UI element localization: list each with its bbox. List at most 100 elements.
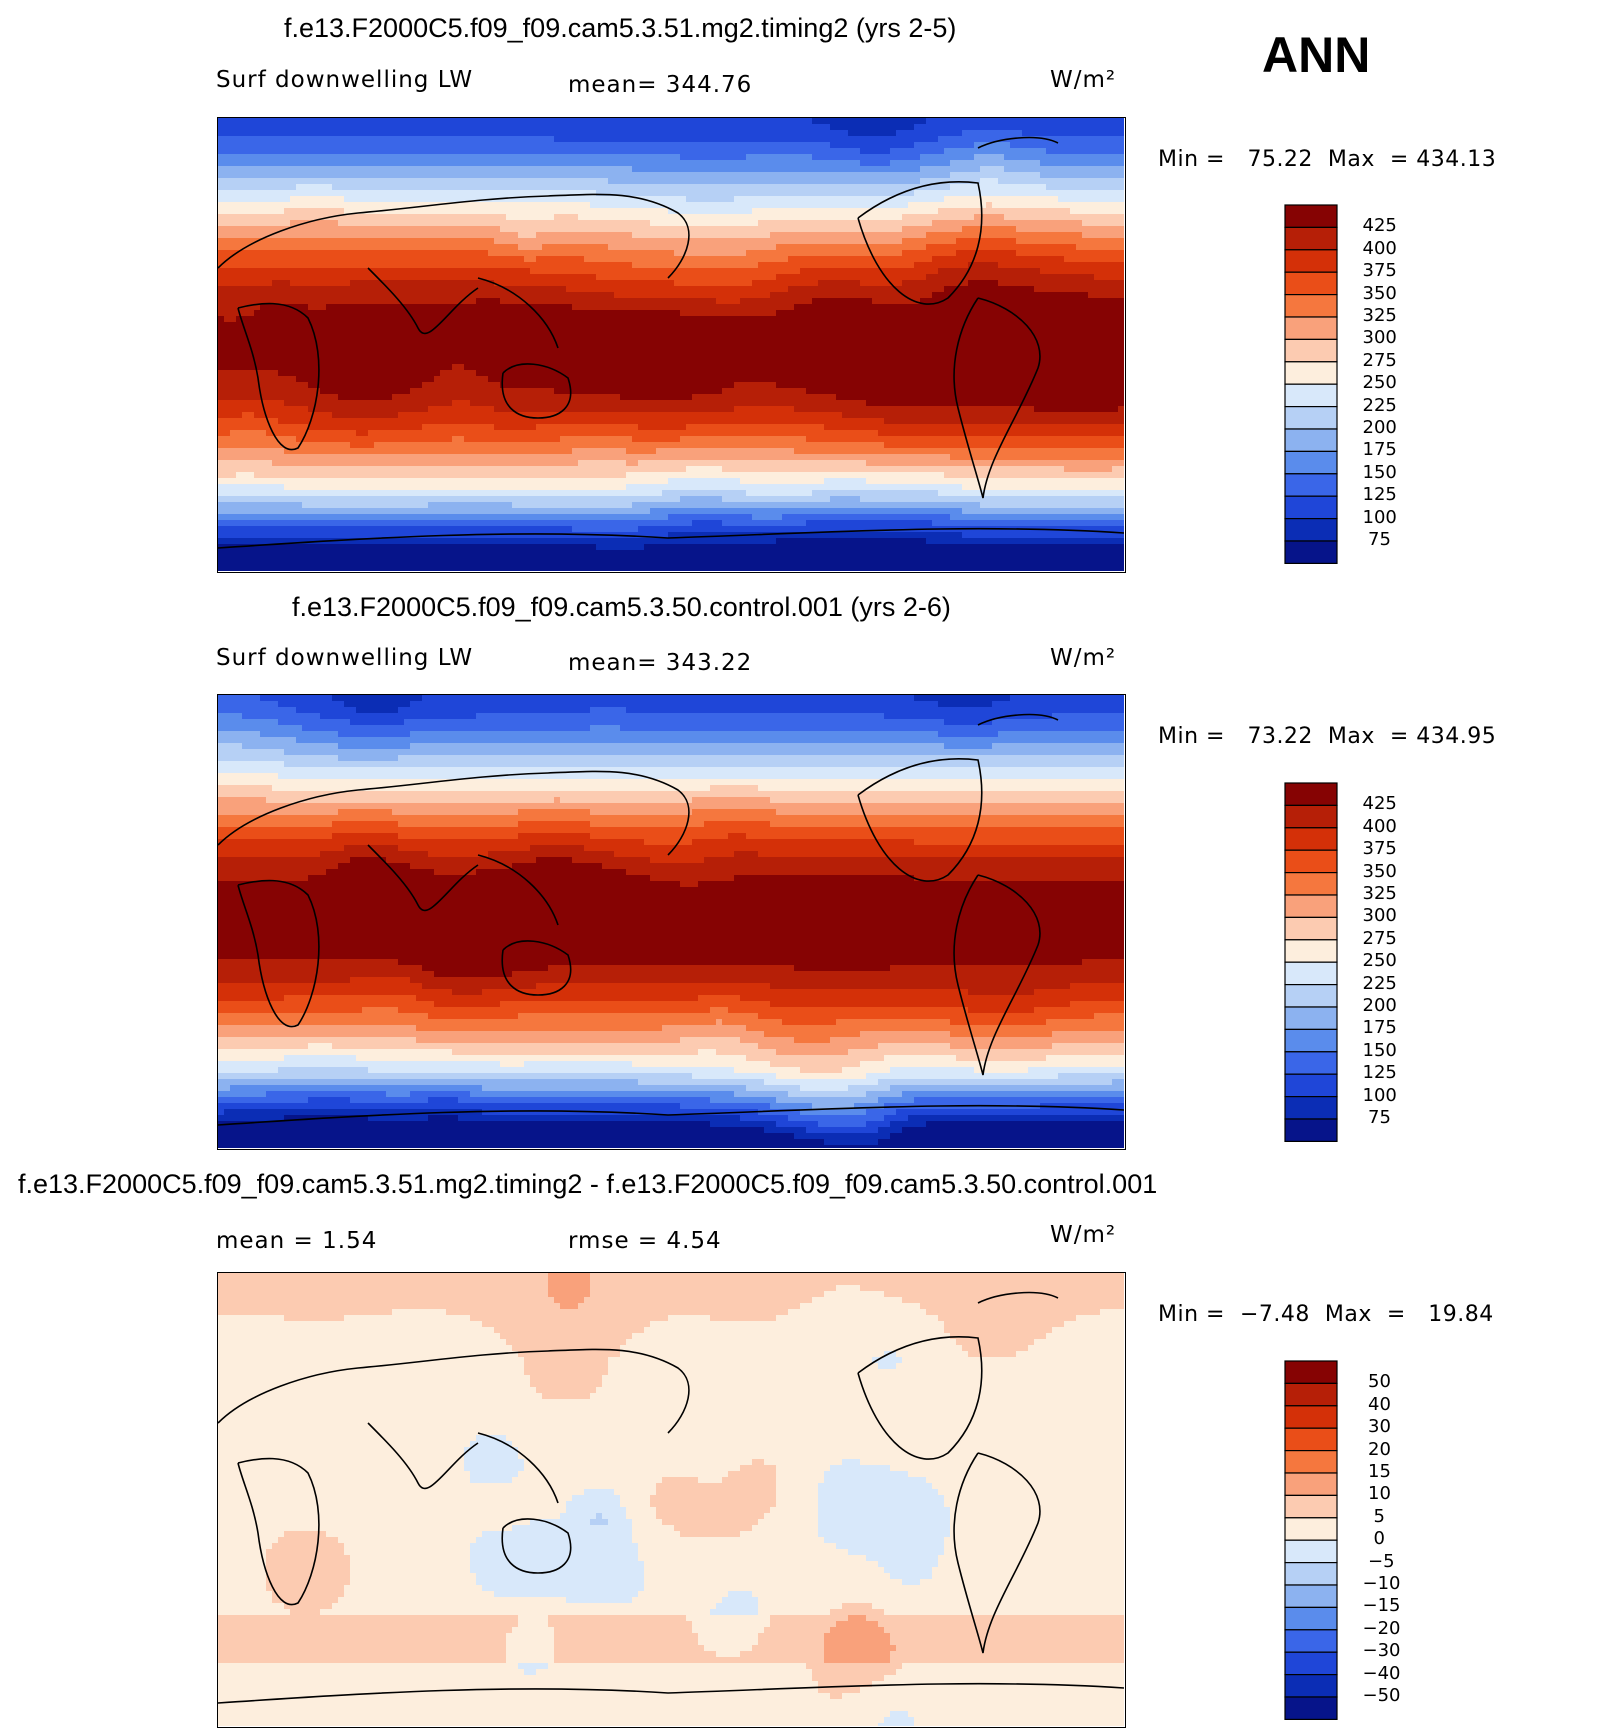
colorbar-swatch — [1284, 1427, 1338, 1452]
panel-1-minmax: Min = 75.22 Max = 434.13 — [1158, 147, 1496, 172]
coastline — [218, 1682, 1124, 1704]
colorbar-tick-label: 20 — [1368, 1439, 1391, 1460]
colorbar-tick-label: −15 — [1363, 1595, 1401, 1616]
coastline — [977, 713, 1059, 726]
colorbar-swatch — [1284, 338, 1338, 363]
colorbar-tick-label: 275 — [1363, 350, 1397, 371]
colorbar-swatch — [1284, 1562, 1338, 1586]
colorbar-swatch — [1284, 518, 1338, 542]
colorbar-tick-label: 40 — [1368, 1394, 1391, 1415]
panel-2-variable-label: Surf downwelling LW — [216, 645, 473, 671]
coastline — [237, 302, 320, 451]
coastline — [237, 879, 320, 1028]
colorbar-swatch — [1284, 1073, 1338, 1098]
panel-2-title: f.e13.F2000C5.f09_f09.cam5.3.50.control.… — [292, 592, 951, 623]
panel-3-rmse-label: rmse = 4.54 — [568, 1228, 722, 1254]
colorbar-swatch — [1284, 916, 1338, 941]
panel-2-map — [217, 694, 1126, 1150]
colorbar-tick-label: 100 — [1363, 507, 1397, 528]
coastline — [501, 363, 572, 419]
colorbar-tick-label: 150 — [1363, 462, 1397, 483]
colorbar-tick-label: 50 — [1368, 1371, 1391, 1392]
colorbar-tick-label: 250 — [1363, 372, 1397, 393]
panel-1-mean-label: mean= 344.76 — [568, 72, 752, 98]
colorbar-tick-label: 75 — [1368, 1107, 1391, 1128]
colorbar-tick-label: 0 — [1374, 1528, 1385, 1549]
coastline — [857, 180, 983, 305]
coastline — [367, 267, 479, 335]
colorbar-tick-label: −40 — [1363, 1663, 1401, 1684]
colorbar-tick-label: 350 — [1363, 861, 1397, 882]
colorbar-tick-label: −5 — [1368, 1551, 1395, 1572]
colorbar-swatch — [1284, 1674, 1338, 1698]
panel-3-units: W/m² — [1050, 1222, 1116, 1248]
colorbar-tick-label: −20 — [1363, 1618, 1401, 1639]
colorbar-tick-label: 75 — [1368, 529, 1391, 550]
colorbar-swatch — [1284, 1472, 1338, 1496]
colorbar-tick-label: −30 — [1363, 1640, 1401, 1661]
colorbar-tick-label: 5 — [1374, 1506, 1385, 1527]
coastline — [218, 1104, 1124, 1126]
colorbar-tick-label: 15 — [1368, 1461, 1391, 1482]
coastline — [218, 1348, 690, 1434]
colorbar-swatch — [1284, 450, 1338, 475]
colorbar-swatch — [1284, 1651, 1338, 1676]
panel-1-units: W/m² — [1050, 67, 1116, 93]
colorbar-swatch — [1284, 1696, 1338, 1720]
coastline — [953, 874, 1041, 1076]
colorbar-swatch — [1284, 495, 1338, 520]
colorbar-tick-label: 200 — [1363, 995, 1397, 1016]
colorbar-tick-label: 350 — [1363, 283, 1397, 304]
colorbar-swatch — [1284, 428, 1338, 452]
colorbar-tick-label: 400 — [1363, 816, 1397, 837]
colorbar-swatch — [1284, 1449, 1338, 1474]
coastline — [218, 770, 690, 856]
colorbar-tick-label: 100 — [1363, 1085, 1397, 1106]
panel-3-mean-label: mean = 1.54 — [216, 1228, 377, 1254]
colorbar-swatch — [1284, 271, 1338, 296]
coastline — [218, 193, 690, 279]
panel-1-map — [217, 117, 1126, 573]
colorbar-swatch — [1284, 827, 1338, 851]
colorbar-swatch — [1284, 961, 1338, 986]
colorbar-tick-label: 425 — [1363, 793, 1397, 814]
colorbar-tick-label: 125 — [1363, 484, 1397, 505]
panel-2-minmax: Min = 73.22 Max = 434.95 — [1158, 724, 1496, 749]
colorbar-swatch — [1284, 361, 1338, 385]
colorbar-tick-label: 225 — [1363, 973, 1397, 994]
colorbar-swatch — [1284, 1629, 1338, 1653]
colorbar-tick-label: −50 — [1363, 1685, 1401, 1706]
colorbar-tick-label: 300 — [1363, 905, 1397, 926]
coastline — [501, 940, 572, 996]
colorbar-tick-label: 125 — [1363, 1062, 1397, 1083]
colorbar-swatch — [1284, 1118, 1338, 1142]
colorbar-swatch — [1284, 1517, 1338, 1541]
coastline — [977, 1291, 1059, 1304]
colorbar-swatch — [1284, 249, 1338, 273]
colorbar-tick-label: 175 — [1363, 439, 1397, 460]
coastline — [367, 844, 479, 912]
colorbar-swatch — [1284, 1028, 1338, 1053]
coastline — [477, 1432, 559, 1504]
coastline — [237, 1457, 320, 1606]
panel-1-variable-label: Surf downwelling LW — [216, 67, 473, 93]
panel-2-units: W/m² — [1050, 645, 1116, 671]
colorbar-swatch — [1284, 540, 1338, 564]
coastline — [953, 297, 1041, 499]
colorbar-swatch — [1284, 1584, 1338, 1608]
colorbar-swatch — [1284, 406, 1338, 430]
colorbar-tick-label: 325 — [1363, 305, 1397, 326]
colorbar-swatch — [1284, 473, 1338, 497]
colorbar-swatch — [1284, 984, 1338, 1008]
colorbar-tick-label: 325 — [1363, 883, 1397, 904]
coastline — [977, 136, 1059, 149]
colorbar-swatch — [1284, 1606, 1338, 1631]
colorbar-swatch — [1284, 383, 1338, 408]
colorbar-swatch — [1284, 204, 1338, 228]
coastline — [857, 757, 983, 882]
coastline — [953, 1452, 1041, 1654]
colorbar-swatch — [1284, 849, 1338, 874]
colorbar-swatch — [1284, 871, 1338, 896]
colorbar-swatch — [1284, 1539, 1338, 1564]
colorbar-swatch — [1284, 1360, 1338, 1384]
